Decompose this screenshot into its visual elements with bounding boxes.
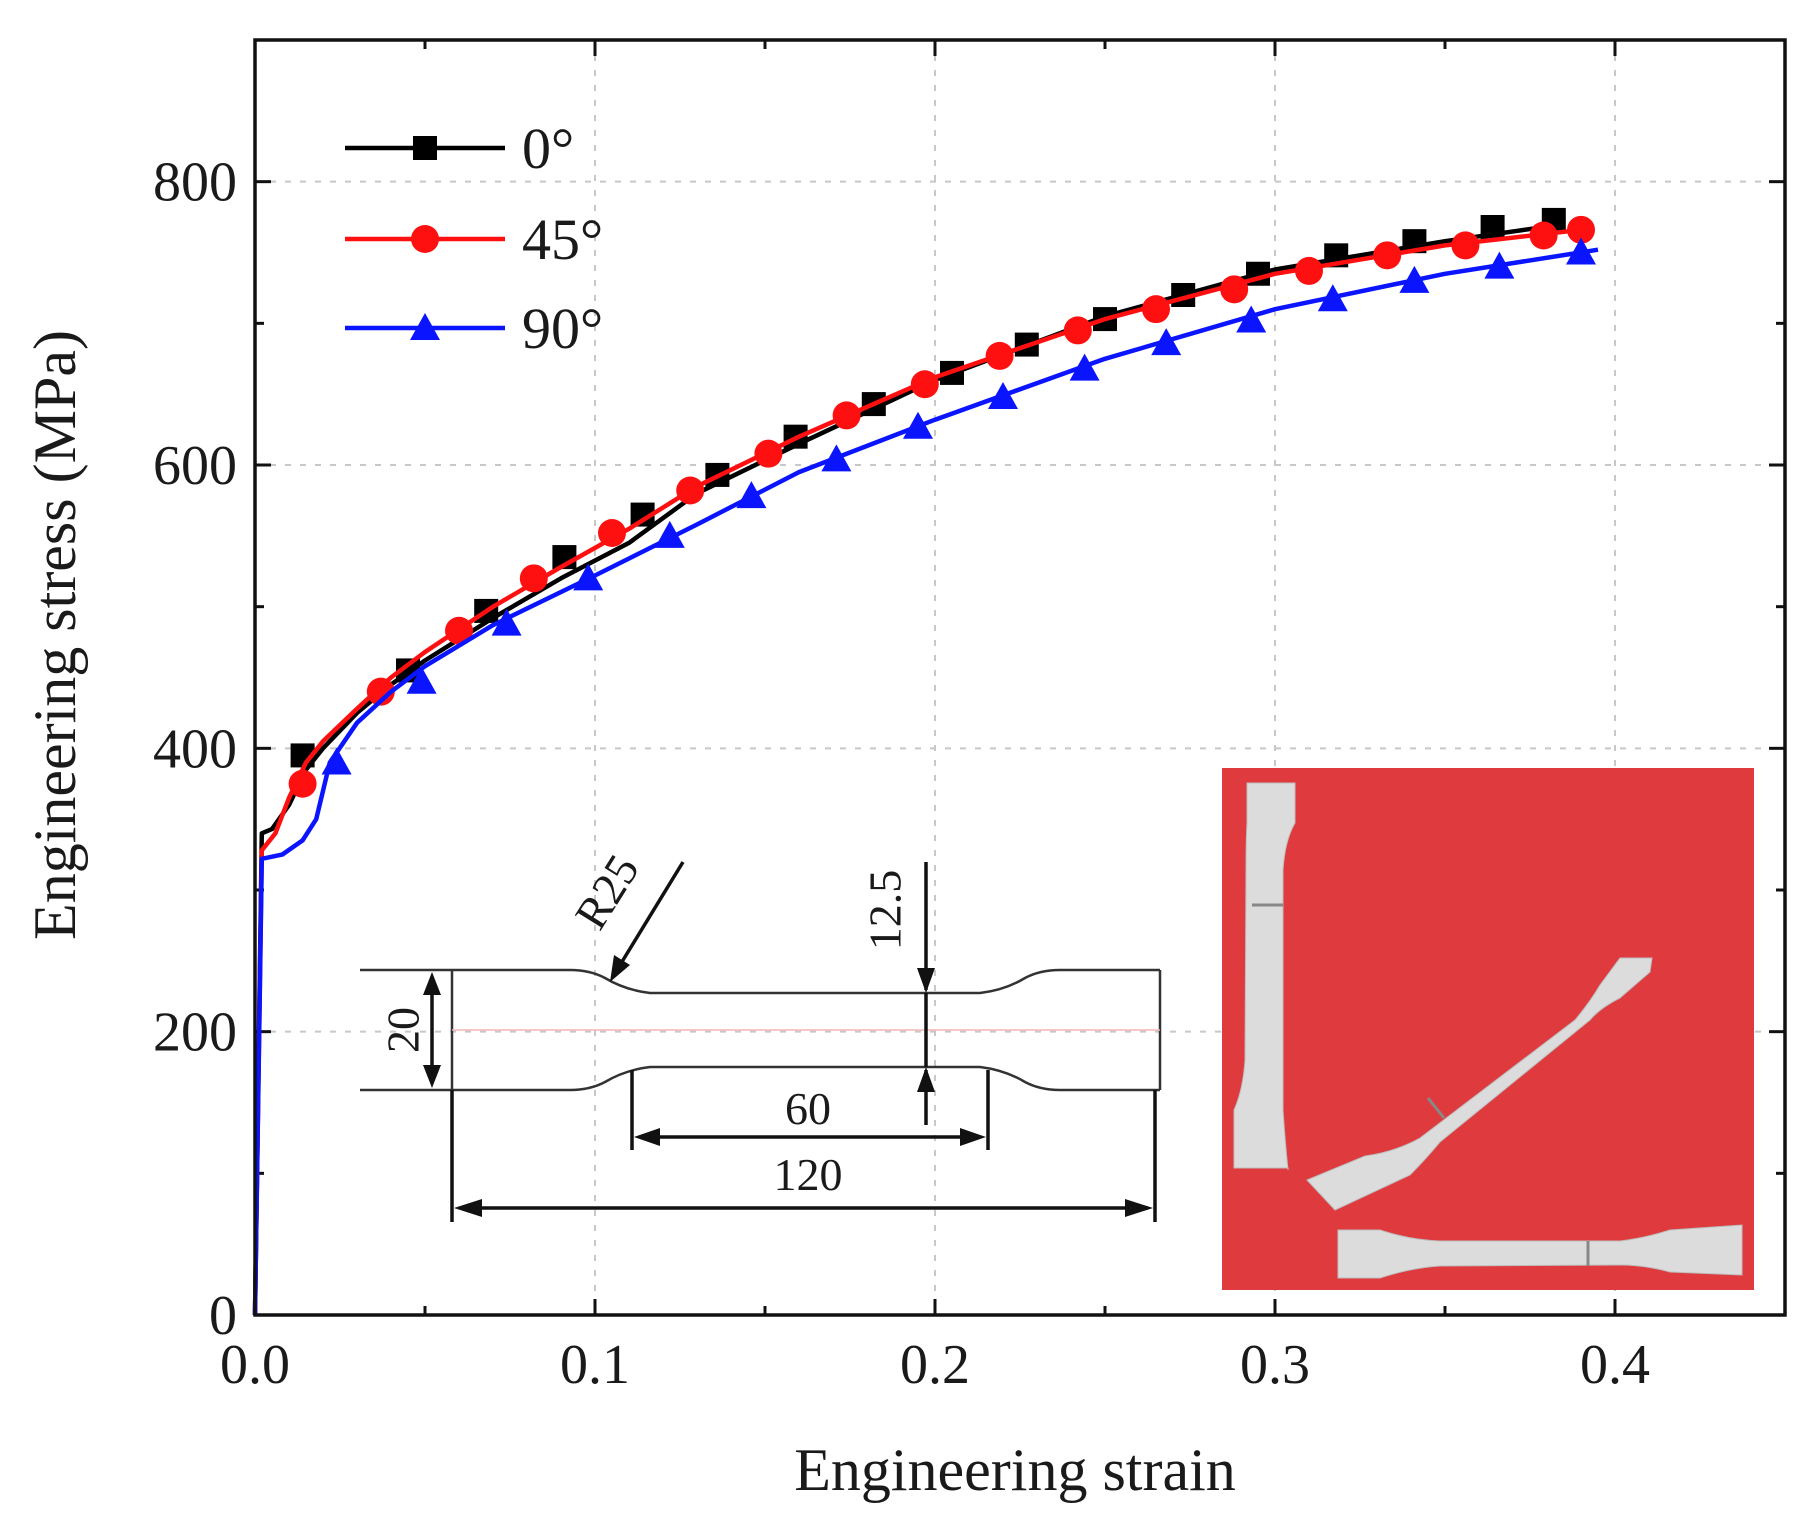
dim-20-label: 20 bbox=[378, 1007, 429, 1053]
x-axis-label: Engineering strain bbox=[794, 1437, 1236, 1503]
marker-triangle bbox=[736, 481, 767, 509]
legend-label-45: 45° bbox=[522, 207, 603, 272]
dim-120-arrow-right bbox=[1125, 1199, 1153, 1217]
marker-triangle bbox=[1484, 251, 1515, 279]
marker-square bbox=[1480, 215, 1505, 239]
x-tick-label-0: 0.0 bbox=[220, 1334, 290, 1396]
marker-triangle bbox=[988, 382, 1018, 409]
marker-triangle bbox=[491, 608, 522, 636]
series-group bbox=[252, 207, 1599, 1316]
marker-circle bbox=[1567, 215, 1595, 244]
marker-triangle bbox=[1566, 237, 1596, 265]
marker-triangle bbox=[1151, 328, 1182, 356]
marker-circle bbox=[1220, 275, 1249, 304]
x-tick-label-2: 0.2 bbox=[900, 1334, 970, 1396]
marker-triangle bbox=[903, 411, 933, 439]
dim-120-label: 120 bbox=[774, 1149, 843, 1200]
marker-triangle bbox=[573, 563, 604, 591]
legend-marker-0 bbox=[413, 136, 437, 160]
marker-triangle bbox=[1069, 353, 1100, 381]
specimen-photo bbox=[1222, 768, 1754, 1290]
photo-specimen-vertical bbox=[1233, 782, 1296, 1171]
marker-circle bbox=[1295, 256, 1323, 285]
marker-circle bbox=[598, 519, 626, 547]
series-2 bbox=[252, 237, 1599, 1316]
dim-r25-leader bbox=[618, 861, 685, 966]
y-tick-label-3: 600 bbox=[153, 435, 237, 497]
dim-r25-arrow bbox=[610, 955, 630, 982]
marker-triangle bbox=[1317, 284, 1348, 312]
marker-circle bbox=[832, 401, 861, 430]
marker-triangle bbox=[654, 520, 685, 548]
x-tick-label-1: 0.1 bbox=[560, 1334, 630, 1396]
photo-specimen-horizontal bbox=[1337, 1224, 1743, 1279]
marker-triangle bbox=[406, 666, 437, 694]
dim-60-arrow-right bbox=[960, 1128, 986, 1146]
marker-circle bbox=[1373, 241, 1402, 270]
marker-circle bbox=[754, 439, 783, 468]
marker-circle bbox=[910, 370, 939, 399]
marker-circle bbox=[519, 564, 548, 593]
marker-triangle bbox=[1399, 265, 1430, 293]
photo-specimen-diagonal bbox=[1306, 957, 1653, 1211]
marker-triangle bbox=[1236, 305, 1267, 333]
marker-circle bbox=[1142, 295, 1170, 324]
dim-120-arrow-left bbox=[454, 1199, 482, 1217]
x-tick-label-4: 0.4 bbox=[1580, 1334, 1650, 1396]
marker-circle bbox=[1529, 221, 1558, 250]
dim-20-arrow-bottom bbox=[423, 1065, 441, 1088]
marker-circle bbox=[288, 769, 317, 798]
marker-circle bbox=[366, 677, 395, 706]
dim-12-5-arrow-top bbox=[917, 968, 935, 993]
y-tick-label-4: 800 bbox=[153, 152, 237, 214]
marker-circle bbox=[445, 616, 473, 645]
photo-background bbox=[1222, 768, 1754, 1290]
legend: 0° 45° 90° bbox=[345, 116, 603, 361]
dim-12-5-arrow-bottom bbox=[917, 1067, 935, 1092]
y-tick-label-0: 0 bbox=[209, 1285, 237, 1347]
specimen-outline-top bbox=[360, 968, 1160, 995]
y-axis-label: Engineering stress (MPa) bbox=[22, 330, 88, 940]
legend-label-90: 90° bbox=[522, 296, 603, 361]
dim-60-label: 60 bbox=[785, 1083, 831, 1134]
series-line-1 bbox=[252, 227, 1582, 1316]
dim-12-5-label: 12.5 bbox=[860, 870, 911, 951]
series-line-2 bbox=[252, 247, 1599, 1316]
legend-marker-90 bbox=[410, 313, 440, 340]
marker-circle bbox=[1063, 316, 1092, 345]
tick-labels: 0.0 0.1 0.2 0.3 0.4 0 200 400 600 800 bbox=[153, 152, 1650, 1396]
x-tick-label-3: 0.3 bbox=[1240, 1334, 1310, 1396]
y-tick-label-2: 400 bbox=[153, 718, 237, 780]
marker-triangle bbox=[821, 444, 852, 472]
plot-frame bbox=[253, 38, 1787, 1317]
specimen-outline-bottom bbox=[360, 1065, 1160, 1092]
specimen-drawing: 20 12.5 R25 60 120 bbox=[360, 846, 1162, 1222]
marker-circle bbox=[676, 476, 705, 505]
dim-20-arrow-top bbox=[423, 972, 441, 995]
marker-triangle bbox=[321, 747, 352, 775]
legend-marker-45 bbox=[411, 225, 439, 253]
marker-circle bbox=[985, 341, 1014, 370]
dim-60-arrow-left bbox=[634, 1128, 660, 1146]
dim-r25-label: R25 bbox=[565, 846, 649, 938]
marker-circle bbox=[1451, 231, 1480, 260]
photo-specimen-diagonal-break bbox=[1426, 1097, 1446, 1119]
y-tick-label-1: 200 bbox=[153, 1002, 237, 1064]
series-1 bbox=[252, 215, 1595, 1316]
legend-label-0: 0° bbox=[522, 116, 574, 181]
